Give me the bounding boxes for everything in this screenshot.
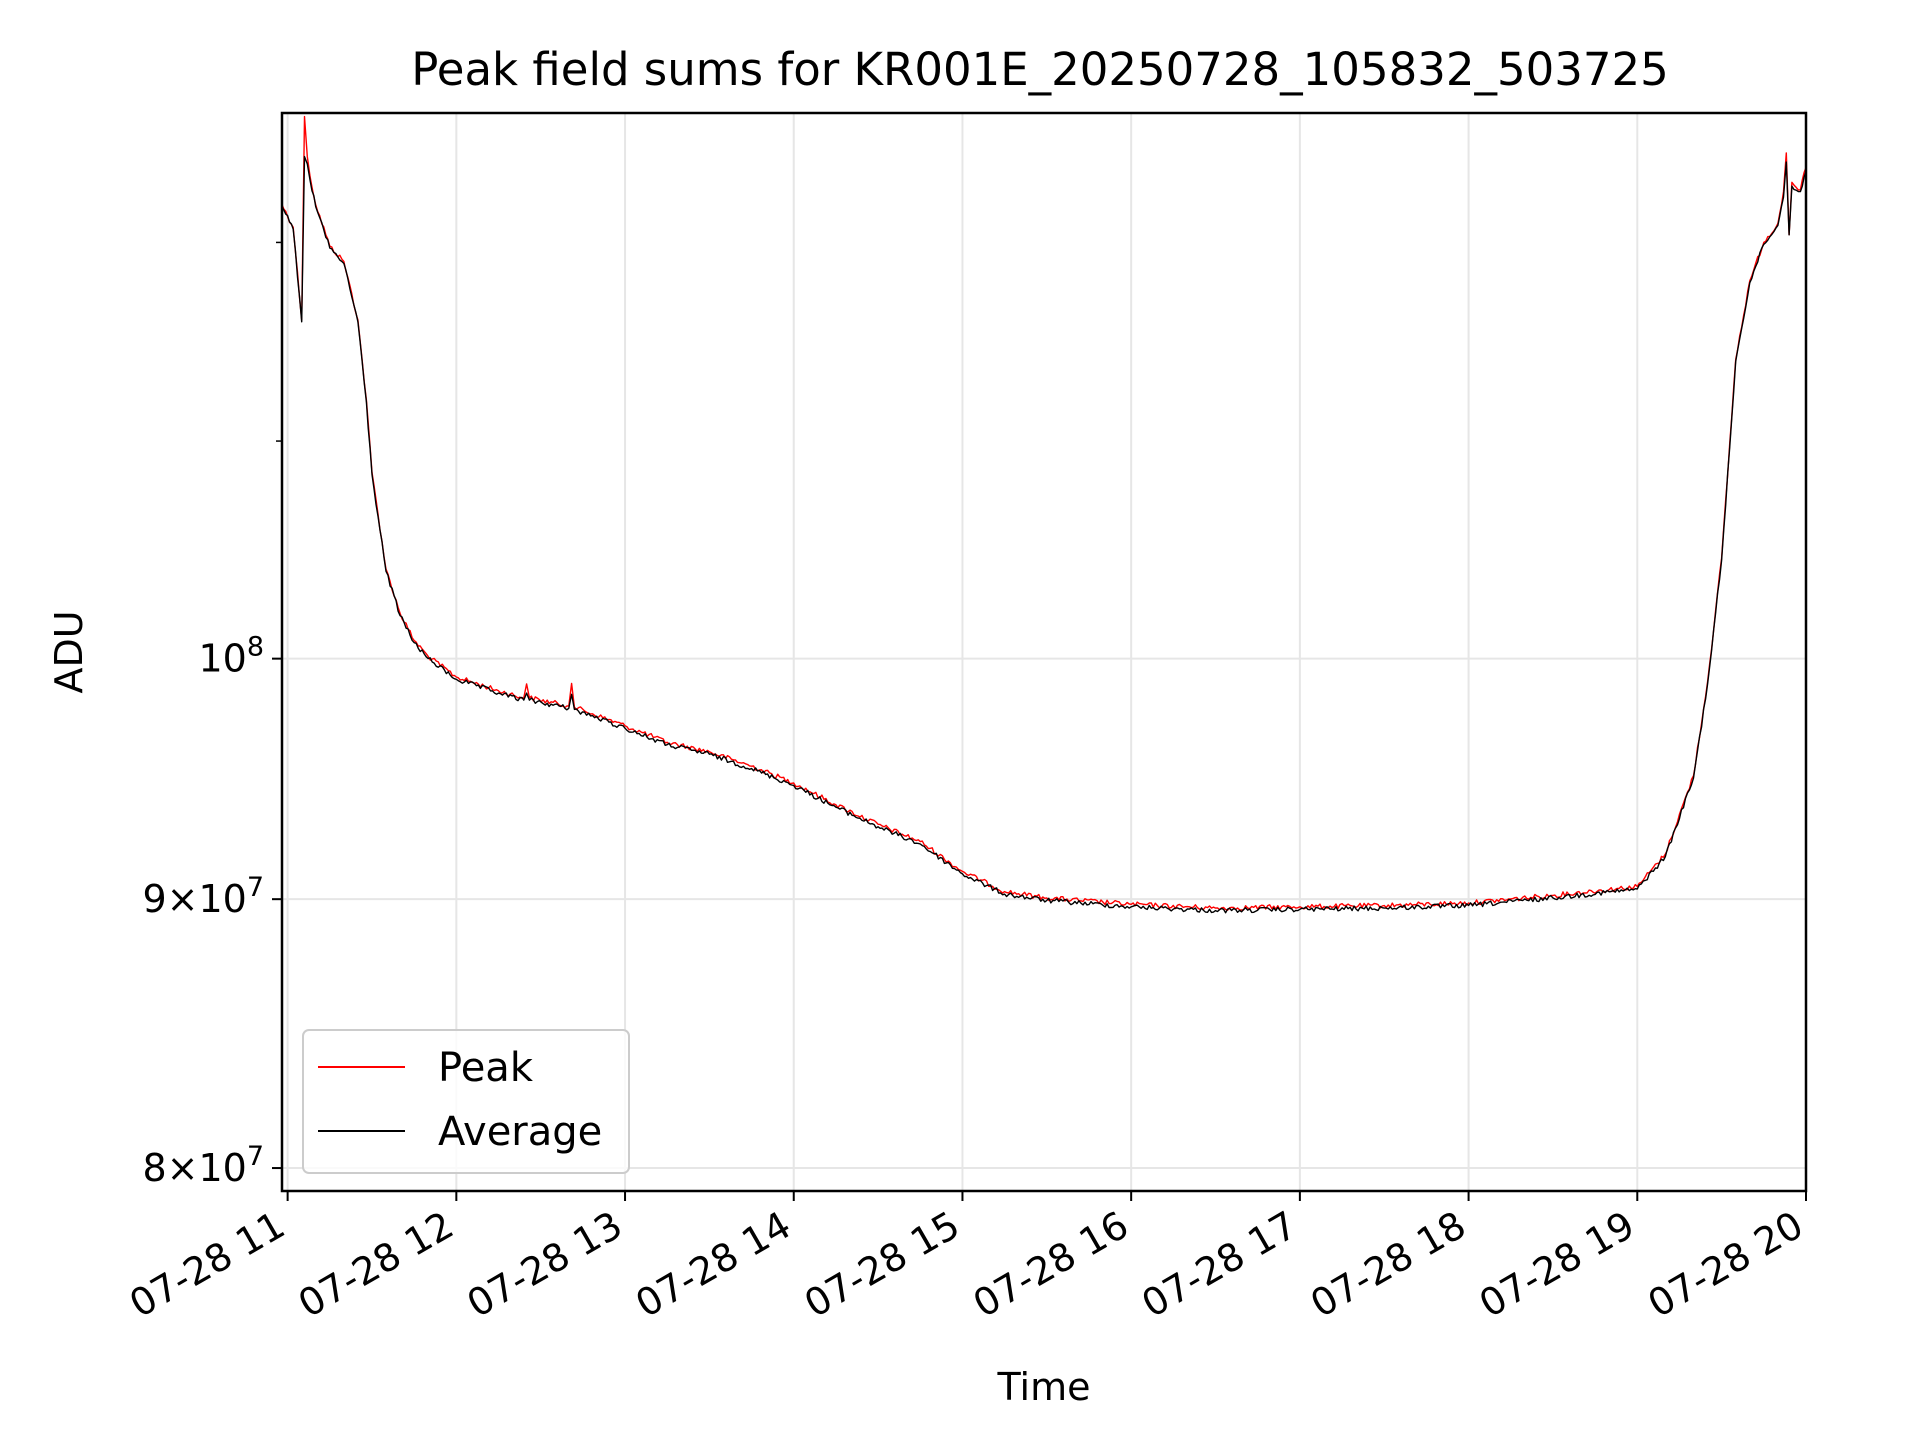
legend-label-average: Average bbox=[438, 1109, 602, 1155]
plot-frame bbox=[280, 111, 1808, 1193]
legend: Peak Average bbox=[302, 1029, 630, 1174]
y-axis: 8×107 9×107 108 bbox=[142, 241, 282, 1190]
legend-label-peak: Peak bbox=[438, 1045, 534, 1091]
y-tick-label: 9×107 bbox=[142, 872, 264, 921]
chart-title: Peak field sums for KR001E_20250728_1058… bbox=[411, 43, 1669, 96]
series-line-average bbox=[282, 155, 1806, 914]
x-axis-label: Time bbox=[997, 1365, 1091, 1409]
y-tick-label: 8×107 bbox=[142, 1141, 264, 1190]
series-layer bbox=[282, 115, 1806, 914]
y-axis-label: ADU bbox=[47, 610, 91, 693]
y-tick-label: 108 bbox=[198, 632, 264, 681]
legend-box bbox=[302, 1029, 630, 1174]
